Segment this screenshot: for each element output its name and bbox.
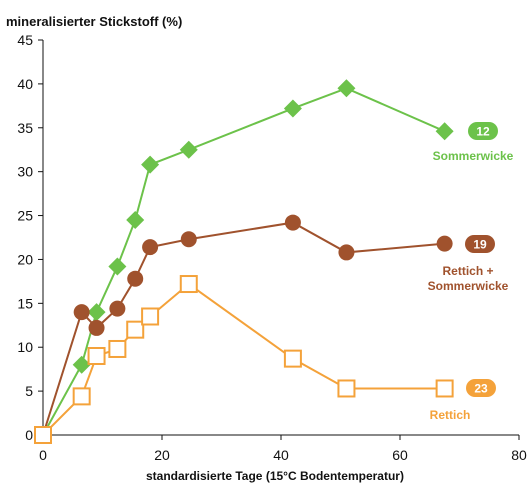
badge-value: 19 bbox=[473, 238, 487, 252]
tick-labels: 0 5 10 15 20 25 30 35 40 45 0 20 40 60 80 bbox=[17, 32, 527, 463]
badge-pill bbox=[465, 235, 495, 253]
data-point bbox=[109, 300, 126, 317]
data-point bbox=[338, 244, 355, 261]
data-point bbox=[142, 239, 159, 256]
data-point bbox=[126, 210, 145, 229]
series-rettich bbox=[34, 275, 454, 444]
data-point bbox=[87, 347, 106, 365]
data-point bbox=[337, 379, 356, 398]
y-tick-label: 5 bbox=[25, 383, 33, 399]
x-axis-title: standardisierte Tage (15°C Bodentemperat… bbox=[146, 469, 404, 483]
data-point bbox=[141, 155, 160, 174]
data-point bbox=[284, 214, 301, 231]
badge-pill bbox=[468, 122, 498, 140]
series-line bbox=[42, 87, 446, 436]
data-point bbox=[283, 349, 302, 368]
y-tick-label: 15 bbox=[17, 295, 33, 311]
data-point bbox=[337, 79, 356, 98]
data-point bbox=[34, 426, 52, 444]
data-point bbox=[108, 257, 127, 276]
badge-pill bbox=[466, 379, 496, 397]
data-point bbox=[126, 320, 145, 339]
data-point bbox=[141, 307, 160, 326]
data-point bbox=[72, 355, 91, 374]
x-tick-label: 60 bbox=[392, 447, 408, 463]
series-label: Sommerwicke bbox=[433, 149, 514, 163]
y-tick-label: 35 bbox=[17, 120, 33, 136]
y-tick-label: 40 bbox=[17, 76, 33, 92]
series-badge: 23 bbox=[466, 379, 496, 397]
series-label: Rettich bbox=[430, 408, 471, 422]
series-line bbox=[42, 221, 445, 436]
x-tick-label: 20 bbox=[154, 447, 170, 463]
series-label: Sommerwicke bbox=[428, 279, 509, 293]
data-point bbox=[179, 275, 198, 294]
y-tick-label: 0 bbox=[25, 427, 33, 443]
y-tick-label: 20 bbox=[17, 251, 33, 267]
y-tick-label: 30 bbox=[17, 164, 33, 180]
data-point bbox=[87, 303, 106, 322]
series-badge: 12 bbox=[468, 122, 498, 140]
data-point bbox=[436, 235, 453, 252]
y-tick-label: 10 bbox=[17, 339, 33, 355]
x-tick-label: 0 bbox=[39, 447, 47, 463]
badge-value: 12 bbox=[476, 125, 490, 139]
x-tick-label: 40 bbox=[273, 447, 289, 463]
data-point bbox=[435, 379, 454, 398]
y-tick-label: 25 bbox=[17, 208, 33, 224]
data-point bbox=[73, 304, 90, 321]
series-sommerwicke bbox=[34, 79, 454, 444]
series-badge: 19 bbox=[465, 235, 495, 253]
series-rettich-sommerwicke bbox=[35, 214, 453, 443]
data-point bbox=[180, 231, 197, 248]
badge-value: 23 bbox=[474, 382, 488, 396]
y-axis-title: mineralisierter Stickstoff (%) bbox=[6, 14, 182, 29]
data-point bbox=[88, 319, 105, 336]
data-point bbox=[179, 140, 198, 159]
data-point bbox=[283, 99, 302, 118]
data-point bbox=[435, 122, 454, 141]
series-layer bbox=[34, 79, 454, 444]
y-tick-label: 45 bbox=[17, 32, 33, 48]
data-point bbox=[127, 270, 144, 287]
data-point bbox=[72, 387, 91, 406]
data-point bbox=[108, 339, 127, 358]
x-tick-label: 80 bbox=[511, 447, 527, 463]
series-label: Rettich + bbox=[442, 264, 493, 278]
